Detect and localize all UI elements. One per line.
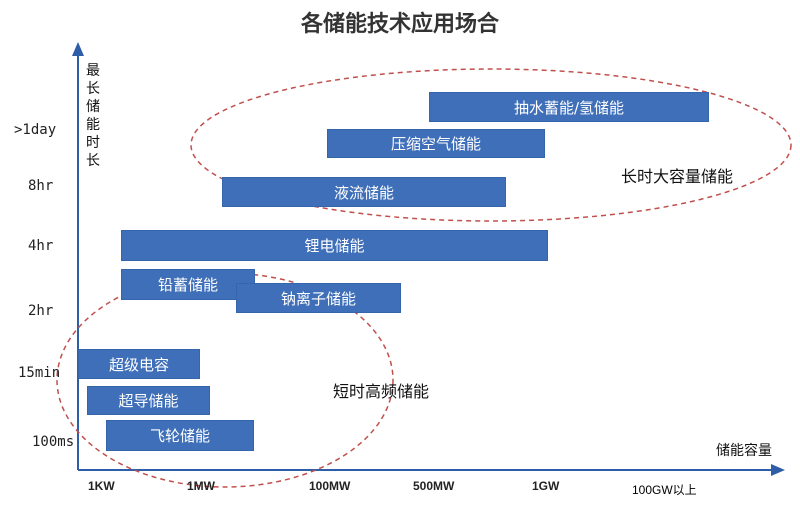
y-tick: >1day bbox=[14, 122, 57, 138]
x-tick: 1KW bbox=[88, 479, 115, 493]
y-axis-label: 最长储能时长 bbox=[86, 63, 100, 169]
x-tick: 1MW bbox=[187, 479, 215, 493]
y-tick: 4hr bbox=[28, 238, 54, 254]
chart-title: 各储能技术应用场合 bbox=[300, 12, 499, 37]
y-axis-arrow bbox=[72, 42, 84, 56]
x-axis-label: 储能容量 bbox=[716, 443, 772, 459]
tech-bar-lead-acid: 铅蓄储能 bbox=[121, 269, 255, 300]
x-tick: 1GW bbox=[532, 479, 560, 493]
tech-bar-pumped-hydro-hydrogen: 抽水蓄能/氢储能 bbox=[429, 92, 709, 122]
tech-bar-compressed-air: 压缩空气储能 bbox=[327, 129, 545, 158]
group-label-long-duration: 长时大容量储能 bbox=[621, 167, 734, 186]
x-extra-label: 100GW以上 bbox=[632, 483, 697, 497]
y-tick: 2hr bbox=[28, 303, 54, 319]
group-label-short-duration: 短时高频储能 bbox=[333, 382, 430, 401]
x-axis-arrow bbox=[771, 464, 785, 476]
y-tick: 100ms bbox=[32, 434, 75, 450]
tech-bar-supercapacitor: 超级电容 bbox=[78, 349, 200, 379]
short-duration-group-ellipse bbox=[56, 272, 394, 488]
x-tick: 500MW bbox=[413, 479, 455, 493]
y-tick: 15min bbox=[18, 365, 61, 381]
y-tick: 8hr bbox=[28, 178, 54, 194]
long-duration-group-ellipse bbox=[190, 68, 792, 222]
tech-bar-lithium: 锂电储能 bbox=[121, 230, 548, 261]
tech-bar-sodium-ion: 钠离子储能 bbox=[236, 283, 401, 313]
tech-bar-superconducting: 超导储能 bbox=[87, 386, 210, 415]
tech-bar-flow-battery: 液流储能 bbox=[222, 177, 506, 207]
x-tick: 100MW bbox=[309, 479, 351, 493]
tech-bar-flywheel: 飞轮储能 bbox=[106, 420, 254, 451]
